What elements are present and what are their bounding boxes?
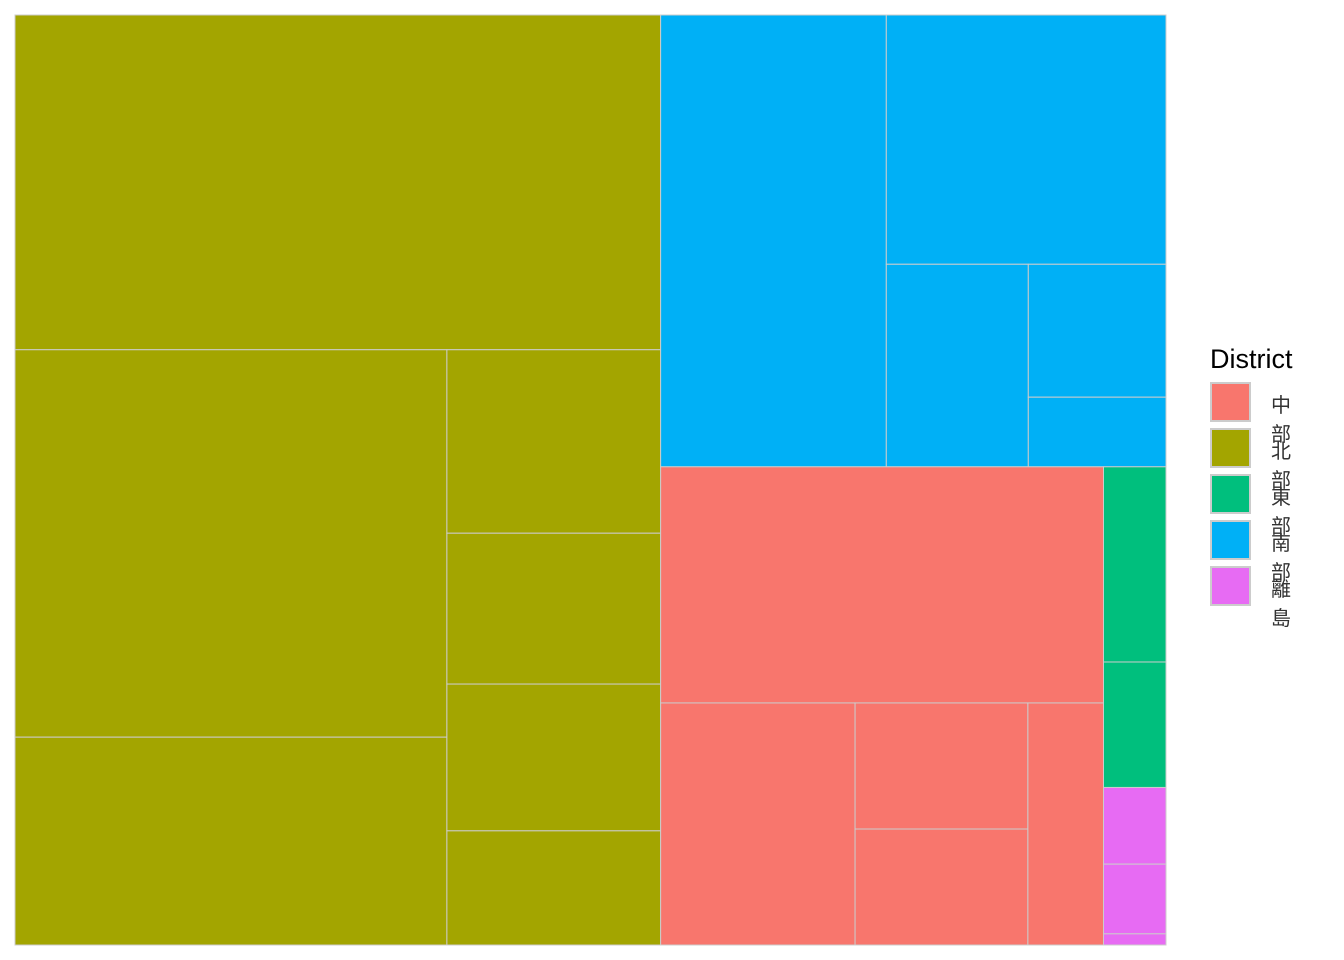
legend-swatch — [1210, 474, 1251, 514]
treemap-tile — [661, 467, 1104, 703]
treemap-tile — [1028, 703, 1104, 945]
legend-item: 東部 — [1210, 474, 1293, 520]
treemap-tile — [1028, 264, 1166, 397]
legend-item: 離島 — [1210, 566, 1293, 612]
treemap-tile — [1103, 934, 1166, 945]
legend-item: 中部 — [1210, 382, 1293, 428]
legend-swatch — [1210, 428, 1251, 468]
treemap-tile — [15, 350, 447, 737]
legend-swatch — [1210, 520, 1251, 560]
treemap-tile — [855, 829, 1028, 945]
legend-swatch — [1210, 566, 1251, 606]
treemap-tile — [855, 703, 1028, 829]
treemap-tile — [661, 703, 855, 945]
treemap-tile — [15, 15, 661, 350]
treemap-tile — [1028, 397, 1166, 467]
treemap-tile — [1103, 467, 1166, 662]
legend-swatch — [1210, 382, 1251, 422]
legend-item: 南部 — [1210, 520, 1293, 566]
treemap-tile — [886, 15, 1166, 264]
legend: District 中部 北部 東部 南部 離島 — [1210, 342, 1293, 612]
treemap-tile — [661, 15, 887, 467]
legend-label: 離島 — [1271, 573, 1293, 631]
legend-item: 北部 — [1210, 428, 1293, 474]
treemap-tile — [447, 533, 661, 684]
treemap-tile — [1103, 787, 1166, 864]
legend-title: District — [1210, 342, 1293, 382]
treemap-tile — [1103, 864, 1166, 934]
treemap-tile — [1103, 662, 1166, 787]
treemap-tile — [886, 264, 1028, 467]
treemap-tile — [15, 737, 447, 945]
treemap-tile — [447, 684, 661, 831]
treemap-tile — [447, 350, 661, 533]
treemap-tile — [447, 831, 661, 945]
